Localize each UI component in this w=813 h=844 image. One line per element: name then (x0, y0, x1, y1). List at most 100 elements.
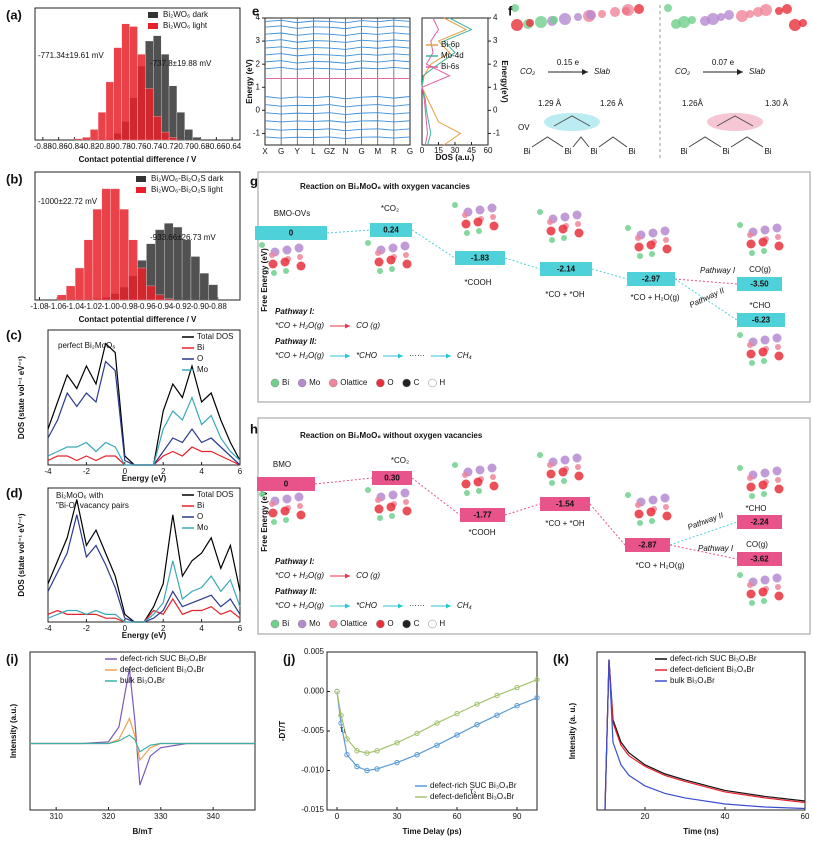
structure-atom (747, 582, 753, 588)
structure-atom (271, 519, 277, 525)
legend-label: bulk Bi₃O₄Br (120, 676, 165, 685)
x-axis-label: Time Delay (ps) (403, 827, 462, 836)
atom-swatch (270, 619, 280, 629)
legend-label: Bi (197, 501, 204, 510)
energy-box (737, 313, 785, 327)
legend-label: Total DOS (197, 332, 233, 341)
band-line (264, 128, 411, 132)
structure-atom (774, 241, 784, 251)
histogram-bar (90, 129, 99, 141)
legend-label: defect-rich SUC Bi₃O₄Br (120, 654, 207, 663)
reactant: CO₂ (520, 67, 535, 76)
x-tick-label: 0 (123, 624, 128, 633)
slab-atom (526, 19, 534, 27)
structure-atom (280, 257, 290, 267)
energy-box (737, 552, 782, 566)
bond-length: 1.26 Å (600, 99, 624, 108)
band-line (264, 25, 411, 30)
energy-box (372, 471, 412, 485)
histogram-bar (92, 208, 102, 301)
slab-atom (678, 16, 690, 28)
structure-atom (473, 217, 483, 227)
x-tick-label: M (374, 147, 381, 156)
legend-label: Bi₂WO₆-Bi₂O₂S dark (151, 174, 225, 183)
reaction-part: *CO + H₂O(g) (275, 351, 324, 360)
arrow-head (445, 353, 451, 359)
structure-atom (403, 252, 409, 258)
slab-atom (688, 16, 696, 24)
x-tick-label: -0.92 (173, 302, 192, 311)
band-line (264, 112, 411, 115)
y-axis-label: Intensity (a.u.) (9, 704, 18, 759)
slab-atom (574, 13, 582, 21)
structure-atom (575, 221, 581, 227)
annotation: τ₂ (470, 787, 476, 796)
x-tick-label: -0.72 (160, 142, 179, 151)
structure-atom (635, 235, 641, 241)
data-point (454, 710, 460, 717)
x-tick-label: 4 (199, 467, 204, 476)
data-point (394, 759, 400, 766)
y-axis-label: DOS (state vol⁻¹ eV⁻¹) (17, 513, 26, 596)
structure-atom (386, 502, 396, 512)
data-point (474, 721, 480, 728)
structure-atom (649, 251, 655, 257)
x-tick-label: N (343, 147, 349, 156)
x-tick-label: 330 (154, 812, 168, 821)
legend-label: Total DOS (197, 490, 233, 499)
slab-atom (799, 19, 807, 27)
state-label: *CO + H₂O(g) (630, 293, 679, 302)
structure-atom (388, 490, 398, 500)
structure-atom (476, 488, 482, 494)
x-tick-label: -0.90 (191, 302, 210, 311)
histogram-bar (164, 298, 174, 301)
site-label: OV (518, 123, 530, 132)
atom-swatch (297, 378, 307, 388)
histogram-bar (192, 137, 201, 141)
histogram-bar (176, 112, 185, 141)
bond-length: 1.30 Å (765, 99, 789, 108)
x-tick-label: 45 (467, 146, 476, 155)
x-tick-label: -0.78 (113, 142, 132, 151)
dos-line (421, 17, 468, 146)
x-tick-label: -0.64 (223, 142, 242, 151)
x-axis-label: DOS (a.u.) (436, 153, 475, 162)
pathway-name: Pathway I: (275, 307, 315, 316)
panel-label: (k) (553, 651, 569, 666)
slab-atom (724, 10, 734, 20)
histogram-bar (161, 131, 170, 141)
atom-label: Bi (282, 619, 289, 628)
y-tick-label: -0.015 (301, 805, 324, 814)
histogram-bar (83, 239, 94, 301)
histogram-bar (129, 26, 138, 141)
atom-label: Olattice (340, 619, 368, 628)
structure-atom (746, 589, 756, 599)
structure-atom (561, 235, 567, 241)
structure-atom (574, 228, 584, 238)
structure-atom (660, 493, 670, 503)
structure-atom (635, 502, 641, 508)
charge-label: 0.07 e (712, 58, 735, 67)
structure-atom (772, 573, 782, 583)
energy-box (540, 262, 592, 276)
histogram-bar (119, 208, 129, 301)
structure-atom (490, 214, 496, 220)
energy-box (455, 251, 505, 265)
structure-atom (268, 259, 278, 269)
x-tick-label: 340 (206, 812, 220, 821)
reaction-part: CO (g) (356, 571, 380, 580)
panel-label: (d) (6, 485, 23, 500)
structure-atom (558, 467, 568, 477)
structure-atom (547, 462, 553, 468)
band-line (264, 120, 411, 123)
structure-atom (462, 212, 468, 218)
structure-atom (489, 481, 499, 491)
reaction-part: ······ (409, 601, 425, 610)
data-point (374, 748, 380, 754)
structure-atom (572, 453, 582, 463)
data-point (494, 712, 500, 718)
slab-atom (598, 10, 606, 18)
annotation: Bi₂MoO₆ with (56, 491, 103, 500)
connector (504, 503, 541, 516)
